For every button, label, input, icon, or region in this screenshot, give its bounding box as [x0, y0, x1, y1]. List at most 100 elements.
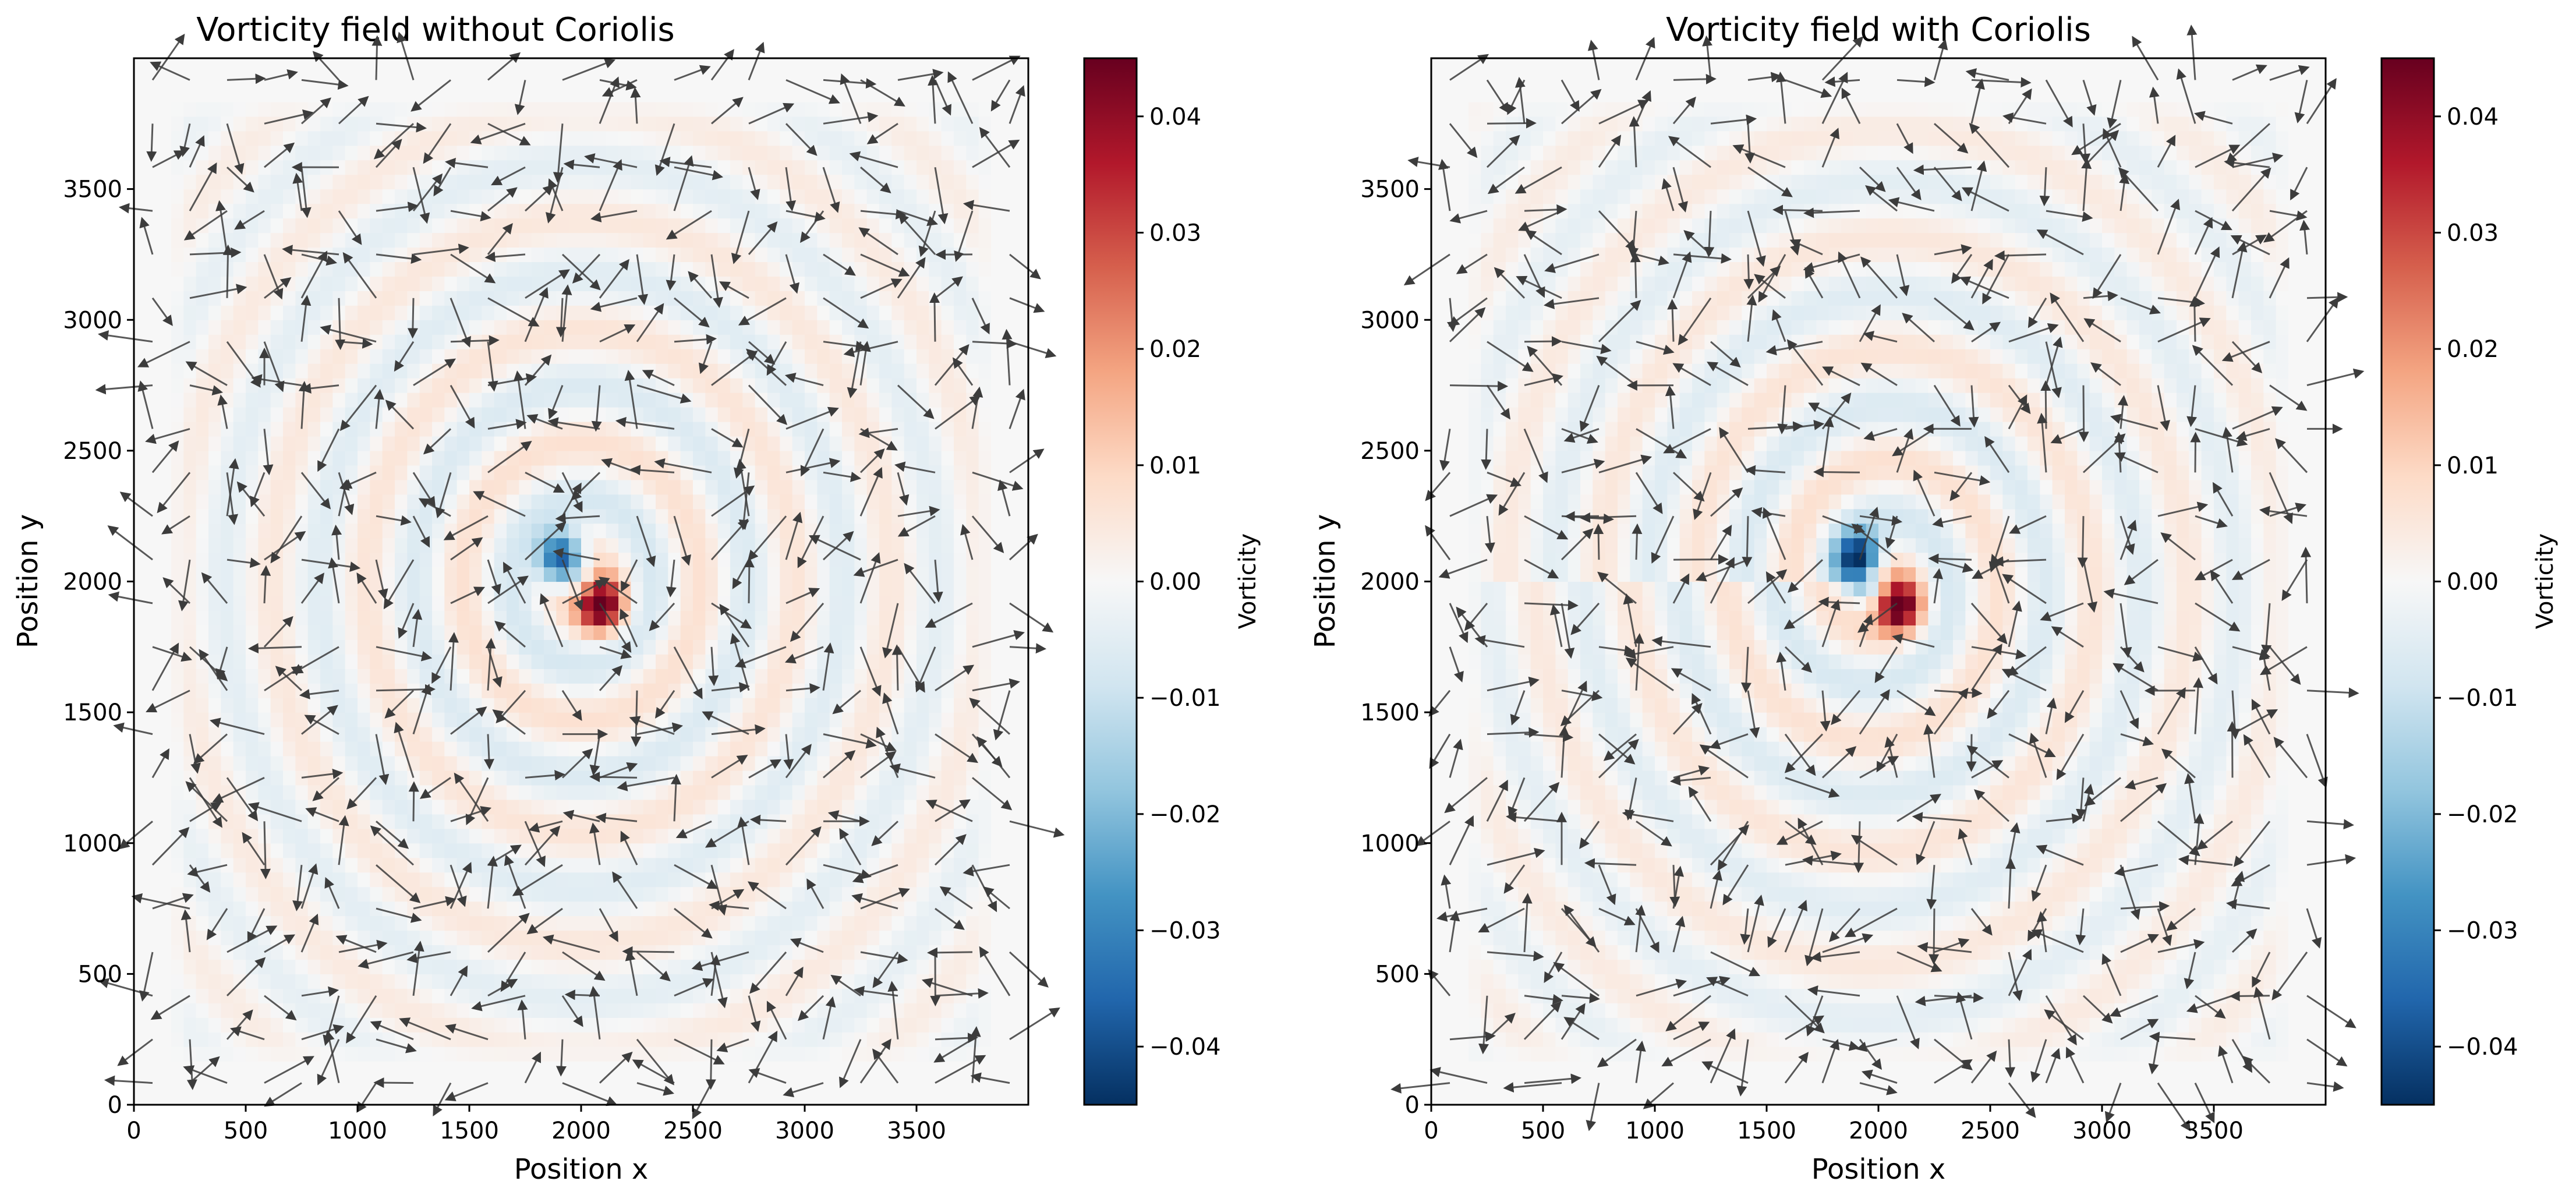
heatmap-cell	[978, 770, 992, 786]
heatmap-cell	[917, 349, 929, 364]
heatmap-cell	[469, 770, 482, 786]
heatmap-cell	[233, 959, 246, 974]
heatmap-cell	[730, 741, 743, 756]
heatmap-cell	[717, 232, 731, 248]
heatmap-cell	[395, 378, 408, 393]
heatmap-cell	[842, 160, 855, 175]
heatmap-cell	[767, 174, 780, 190]
heatmap-cell	[469, 828, 482, 844]
heatmap-cell	[693, 669, 706, 684]
heatmap-cell	[792, 101, 805, 117]
heatmap-cell	[432, 770, 445, 786]
heatmap-cell	[1003, 393, 1017, 408]
heatmap-cell	[991, 872, 1004, 888]
heatmap-cell	[407, 407, 420, 422]
heatmap-cell	[233, 334, 246, 349]
heatmap-cell	[730, 959, 743, 974]
heatmap-cell	[581, 886, 594, 902]
heatmap-cell	[1015, 494, 1029, 510]
heatmap-cell	[395, 101, 408, 117]
heatmap-cell	[693, 232, 706, 248]
heatmap-cell	[208, 610, 221, 625]
heatmap-cell	[829, 160, 843, 175]
heatmap-cell	[991, 552, 1004, 568]
heatmap-cell	[966, 436, 979, 451]
heatmap-cell	[270, 698, 284, 713]
heatmap-cell	[469, 669, 482, 684]
heatmap-cell	[854, 784, 868, 800]
heatmap-cell	[891, 116, 905, 132]
heatmap-cell	[606, 901, 619, 917]
heatmap-cell	[917, 857, 929, 873]
heatmap-cell	[320, 261, 333, 277]
heatmap-cell	[941, 145, 954, 161]
heatmap-cell	[246, 1090, 259, 1105]
heatmap-cell	[494, 1032, 507, 1047]
heatmap-cell	[395, 218, 408, 234]
heatmap-cell	[482, 232, 495, 248]
heatmap-cell	[507, 552, 519, 568]
heatmap-cell	[792, 727, 805, 742]
heatmap-cell	[879, 378, 892, 393]
heatmap-cell	[842, 1047, 855, 1062]
heatmap-cell	[693, 465, 706, 480]
heatmap-cell	[917, 712, 929, 727]
heatmap-cell	[382, 988, 395, 1003]
heatmap-cell	[283, 712, 296, 727]
heatmap-cell	[171, 494, 184, 510]
heatmap-cell	[146, 450, 160, 466]
heatmap-cell	[866, 1076, 880, 1091]
heatmap-cell	[183, 218, 197, 234]
heatmap-cell	[395, 523, 408, 539]
heatmap-cell	[320, 625, 333, 640]
heatmap-cell	[432, 727, 445, 742]
heatmap-cell	[494, 436, 507, 451]
heatmap-cell	[358, 596, 370, 611]
heatmap-cell	[817, 741, 830, 756]
heatmap-cell	[358, 799, 370, 815]
heatmap-cell	[246, 552, 259, 568]
heatmap-cell	[358, 712, 370, 727]
heatmap-cell	[1015, 320, 1029, 335]
heatmap-cell	[954, 538, 967, 553]
heatmap-cell	[643, 407, 656, 422]
heatmap-cell	[656, 901, 668, 917]
heatmap-cell	[693, 698, 706, 713]
heatmap-cell	[618, 508, 631, 524]
heatmap-cell	[805, 857, 818, 873]
heatmap-cell	[382, 567, 395, 582]
heatmap-cell	[307, 886, 321, 902]
heatmap-cell	[1015, 901, 1029, 917]
heatmap-cell	[829, 945, 843, 960]
heatmap-cell	[146, 784, 160, 800]
heatmap-cell	[307, 669, 321, 684]
heatmap-cell	[991, 567, 1004, 582]
heatmap-cell	[904, 654, 917, 669]
heatmap-cell	[544, 450, 557, 466]
heatmap-cell	[978, 508, 992, 524]
heatmap-cell	[507, 988, 519, 1003]
heatmap-cell	[246, 116, 259, 132]
heatmap-cell	[208, 1032, 221, 1047]
heatmap-cell	[941, 261, 954, 277]
heatmap-cell	[941, 814, 954, 829]
heatmap-cell	[705, 843, 719, 858]
heatmap-cell	[171, 393, 184, 408]
heatmap-cell	[854, 741, 868, 756]
heatmap-cell	[158, 508, 172, 524]
heatmap-cell	[929, 756, 942, 771]
heatmap-cell	[891, 770, 905, 786]
heatmap-cell	[593, 261, 607, 277]
heatmap-cell	[270, 465, 284, 480]
heatmap-cell	[742, 784, 756, 800]
heatmap-cell	[196, 581, 209, 597]
heatmap-cell	[295, 712, 309, 727]
heatmap-cell	[1015, 698, 1029, 713]
heatmap-cell	[668, 1061, 681, 1076]
heatmap-cell	[196, 320, 209, 335]
heatmap-cell	[842, 363, 855, 379]
heatmap-cell	[444, 959, 458, 974]
heatmap-cell	[593, 1047, 607, 1062]
heatmap-cell	[556, 130, 569, 146]
heatmap-cell	[866, 857, 880, 873]
